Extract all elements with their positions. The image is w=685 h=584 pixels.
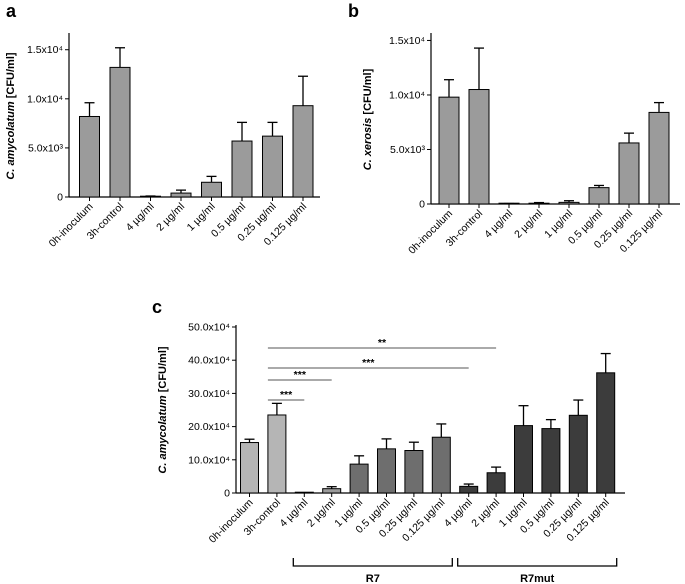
bar — [349, 463, 369, 494]
bar — [262, 135, 283, 198]
panel-label: b — [348, 1, 359, 21]
group-bracket — [457, 558, 618, 567]
bar — [404, 450, 424, 494]
x-category-label: 2 µg/ml — [469, 497, 502, 530]
x-category-label: 0h-inoculum — [47, 200, 96, 249]
y-tick-label: 0 — [57, 192, 63, 204]
panel-b: b 0 5.0x10³ 1.0x10⁴ 1.5x10⁴ C. xerosis [CFU/m… — [348, 1, 680, 257]
y-tick-label: 1.0x10⁴ — [389, 89, 425, 101]
significance-label: *** — [280, 389, 293, 401]
bar — [377, 448, 396, 494]
significance-label: *** — [294, 369, 307, 381]
panel-label: a — [6, 1, 17, 21]
y-tick-label: 50.0x10⁴ — [188, 322, 230, 334]
y-axis-label-species: C. amycolatum — [157, 395, 169, 473]
y-tick-label: 40.0x10⁴ — [188, 355, 230, 367]
y-tick-label: 20.0x10⁴ — [188, 421, 230, 433]
bar — [240, 442, 259, 494]
y-axis-label-unit: [CFU/ml] — [5, 52, 17, 101]
group-label: R7mut — [520, 573, 555, 584]
y-tick-label: 5.0x10³ — [28, 142, 64, 154]
group-label: R7 — [366, 573, 380, 584]
bar — [431, 436, 451, 494]
y-axis-label-unit: [CFU/ml] — [362, 68, 374, 117]
bar — [438, 96, 460, 205]
y-axis-label: C. xerosis [CFU/ml] — [362, 68, 374, 170]
y-tick-label: 1.0x10⁴ — [27, 93, 63, 105]
bar — [486, 472, 506, 494]
y-tick-label: 1.5x10⁴ — [27, 44, 63, 56]
y-axis-label: C. amycolatum [CFU/ml] — [157, 346, 169, 473]
y-tick-label: 30.0x10⁴ — [188, 388, 230, 400]
y-tick-label: 0 — [419, 199, 425, 211]
bar — [618, 142, 640, 205]
bar — [541, 428, 561, 494]
x-category-label: 2 µg/ml — [154, 201, 187, 234]
bar — [648, 111, 670, 205]
x-category-label: 2 µg/ml — [305, 497, 338, 530]
x-category-label: 2 µg/ml — [512, 208, 545, 241]
y-axis-label-species: C. amycolatum — [5, 101, 17, 179]
bar — [292, 105, 314, 198]
group-bracket — [292, 558, 453, 567]
x-category-label: 0h-inoculum — [406, 207, 455, 256]
bar — [568, 414, 588, 494]
bar — [468, 89, 490, 205]
x-category-label: 4 µg/ml — [482, 208, 515, 241]
x-category-label: 4 µg/ml — [442, 497, 475, 530]
y-axis-label-unit: [CFU/ml] — [157, 346, 169, 395]
bar — [596, 372, 616, 494]
bar — [109, 66, 131, 198]
y-axis-label: C. amycolatum [CFU/ml] — [5, 52, 17, 179]
bar — [459, 485, 479, 494]
y-tick-label: 5.0x10³ — [390, 144, 426, 156]
bar — [170, 192, 192, 198]
bar — [514, 425, 533, 494]
bar — [231, 140, 253, 198]
panel-a: a 0 5.0x10³ 1.0x10⁴ 1.5x10⁴ C. amycolatum [CF… — [5, 1, 320, 250]
significance-label: *** — [362, 357, 375, 369]
bar — [267, 414, 287, 494]
significance-label: ** — [378, 337, 387, 349]
bar — [558, 201, 580, 205]
bar — [322, 488, 342, 494]
bar — [294, 491, 314, 494]
x-category-label: 4 µg/ml — [124, 201, 157, 234]
bar — [201, 181, 222, 198]
x-category-label: 0h-inoculum — [207, 496, 256, 545]
x-category-label: 4 µg/ml — [277, 497, 310, 530]
bar — [588, 187, 610, 205]
panel-c: c 0 10.0x10⁴ 20.0x10⁴ 30.0x10⁴ 40.0x10⁴ 50.0x1… — [152, 297, 625, 584]
bar — [79, 115, 100, 198]
y-tick-label: 10.0x10⁴ — [188, 454, 230, 466]
y-tick-label: 1.5x10⁴ — [389, 35, 425, 47]
panel-label: c — [152, 297, 162, 317]
y-axis-label-species: C. xerosis — [362, 118, 374, 171]
y-tick-label: 0 — [224, 488, 230, 500]
